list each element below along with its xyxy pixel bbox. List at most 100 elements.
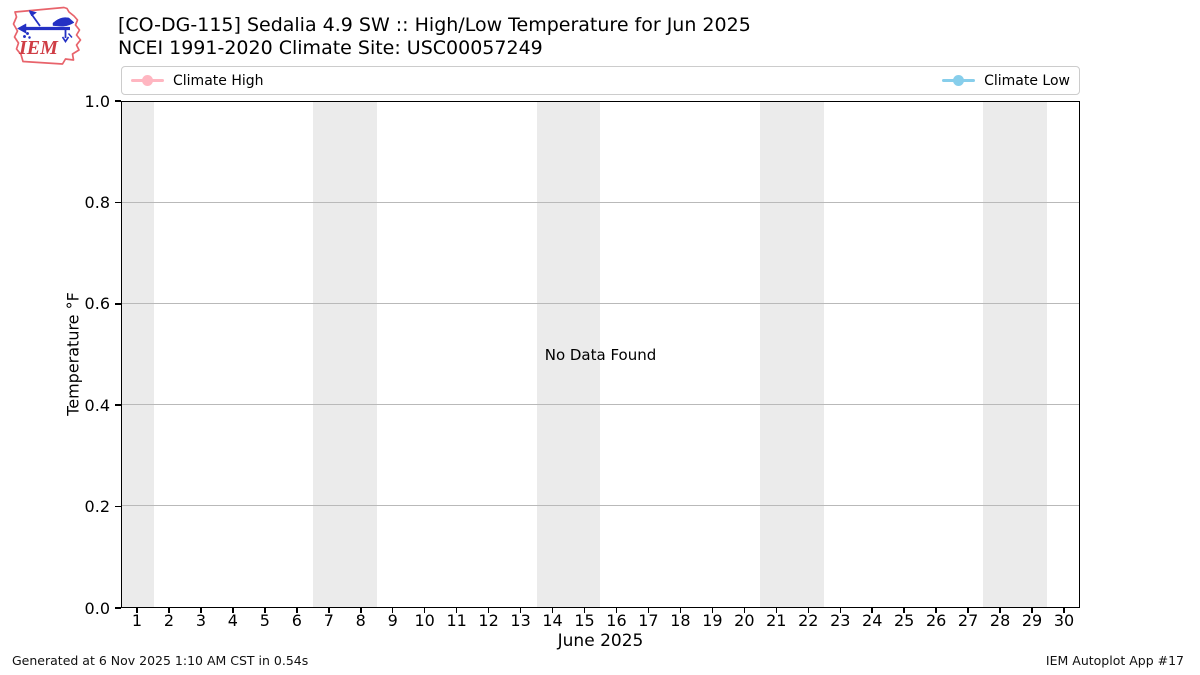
y-tick-mark [115, 607, 121, 609]
x-tick-label: 2 [163, 611, 175, 630]
x-tick-label: 23 [830, 611, 851, 630]
y-tick-mark [115, 100, 121, 102]
x-tick-label: 8 [355, 611, 366, 630]
legend-item-climate-low: Climate Low [942, 73, 1070, 89]
x-tick-mark [264, 607, 266, 613]
x-tick-label: 4 [227, 611, 238, 630]
x-tick-mark [743, 607, 746, 613]
x-tick-label: 12 [478, 611, 499, 630]
y-tick-label: 0.8 [84, 192, 110, 212]
horizontal-gridline [122, 505, 1079, 506]
weekend-shading-band [122, 102, 154, 607]
x-tick-label: 21 [766, 611, 787, 630]
x-tick-label: 7 [323, 611, 334, 630]
x-tick-label: 17 [638, 611, 659, 630]
x-tick-mark [136, 607, 138, 613]
y-tick-label: 0.6 [84, 294, 110, 314]
x-tick-mark [999, 607, 1001, 613]
y-tick-mark [115, 505, 121, 508]
x-tick-mark [871, 607, 873, 613]
chart-subtitle: NCEI 1991-2020 Climate Site: USC00057249 [118, 37, 543, 59]
x-tick-mark [1063, 607, 1065, 613]
x-tick-label: 1 [131, 611, 143, 630]
x-tick-label: 3 [195, 611, 206, 630]
x-tick-mark [903, 607, 905, 613]
x-tick-mark [807, 607, 810, 613]
x-tick-label: 28 [989, 611, 1011, 630]
x-tick-mark [519, 607, 522, 613]
x-tick-label: 6 [291, 611, 302, 630]
legend-label-climate-low: Climate Low [984, 72, 1070, 89]
x-tick-mark [168, 607, 170, 613]
generated-timestamp: Generated at 6 Nov 2025 1:10 AM CST in 0… [12, 653, 309, 668]
x-tick-mark [775, 607, 778, 613]
iowa-outline-weathervane-icon: IEM [12, 6, 82, 65]
iem-logo: IEM [9, 3, 107, 67]
x-tick-label: 15 [574, 611, 595, 630]
x-tick-mark [232, 607, 234, 613]
x-tick-mark [360, 607, 362, 613]
logo-text: IEM [18, 37, 59, 59]
x-tick-mark [967, 607, 969, 613]
x-axis-label: June 2025 [557, 631, 644, 651]
x-tick-label: 22 [798, 611, 819, 630]
plot-area: No Data Found [121, 101, 1080, 608]
x-tick-label: 9 [387, 611, 398, 630]
x-tick-mark [615, 607, 618, 613]
x-tick-mark [839, 607, 841, 613]
x-tick-label: 14 [542, 611, 563, 630]
horizontal-gridline [122, 202, 1079, 203]
x-tick-mark [328, 607, 330, 613]
no-data-message: No Data Found [544, 345, 657, 364]
x-tick-label: 25 [893, 611, 915, 630]
x-tick-label: 5 [259, 611, 270, 630]
x-tick-label: 29 [1021, 611, 1043, 630]
y-tick-label: 0.0 [84, 598, 110, 618]
y-tick-mark [115, 201, 121, 204]
legend-item-climate-high: Climate High [131, 73, 264, 89]
weekend-shading-band [983, 102, 1048, 607]
climate-high-marker-icon [131, 75, 164, 86]
x-tick-mark [296, 607, 298, 613]
weekend-shading-band [759, 102, 824, 607]
x-tick-mark [551, 607, 554, 613]
weathervane-icon [16, 10, 75, 43]
x-tick-mark [647, 607, 650, 613]
x-tick-mark [200, 607, 202, 613]
x-tick-mark [423, 607, 426, 613]
x-tick-mark [1031, 607, 1033, 613]
y-tick-mark [115, 404, 121, 406]
x-tick-label: 11 [446, 611, 467, 630]
chart-title: [CO-DG-115] Sedalia 4.9 SW :: High/Low T… [118, 14, 751, 36]
x-tick-mark [679, 607, 682, 613]
y-tick-label: 0.4 [84, 395, 110, 415]
legend-label-climate-high: Climate High [173, 72, 264, 89]
x-tick-label: 27 [957, 611, 979, 630]
weekend-shading-band [313, 102, 378, 607]
y-tick-label: 1.0 [84, 91, 110, 111]
y-tick-mark [115, 303, 121, 305]
x-tick-label: 30 [1053, 611, 1075, 630]
x-tick-label: 18 [670, 611, 691, 630]
legend: Climate High Climate Low [121, 66, 1080, 95]
weekend-shading-band [536, 102, 601, 607]
x-tick-label: 26 [925, 611, 947, 630]
x-tick-mark [711, 607, 714, 613]
x-tick-label: 10 [414, 611, 435, 630]
x-tick-label: 24 [862, 611, 883, 630]
title-block: [CO-DG-115] Sedalia 4.9 SW :: High/Low T… [118, 14, 751, 60]
horizontal-gridline [122, 303, 1079, 304]
x-tick-mark [455, 607, 458, 613]
x-tick-label: 16 [606, 611, 627, 630]
x-tick-mark [391, 607, 394, 613]
x-tick-label: 13 [510, 611, 531, 630]
app-credit: IEM Autoplot App #17 [1045, 653, 1184, 668]
x-tick-label: 20 [734, 611, 755, 630]
climate-low-marker-icon [942, 75, 976, 86]
x-tick-mark [935, 607, 937, 613]
y-tick-label: 0.2 [84, 497, 110, 517]
x-tick-mark [583, 607, 586, 613]
horizontal-gridline [122, 404, 1079, 405]
x-tick-label: 19 [702, 611, 723, 630]
